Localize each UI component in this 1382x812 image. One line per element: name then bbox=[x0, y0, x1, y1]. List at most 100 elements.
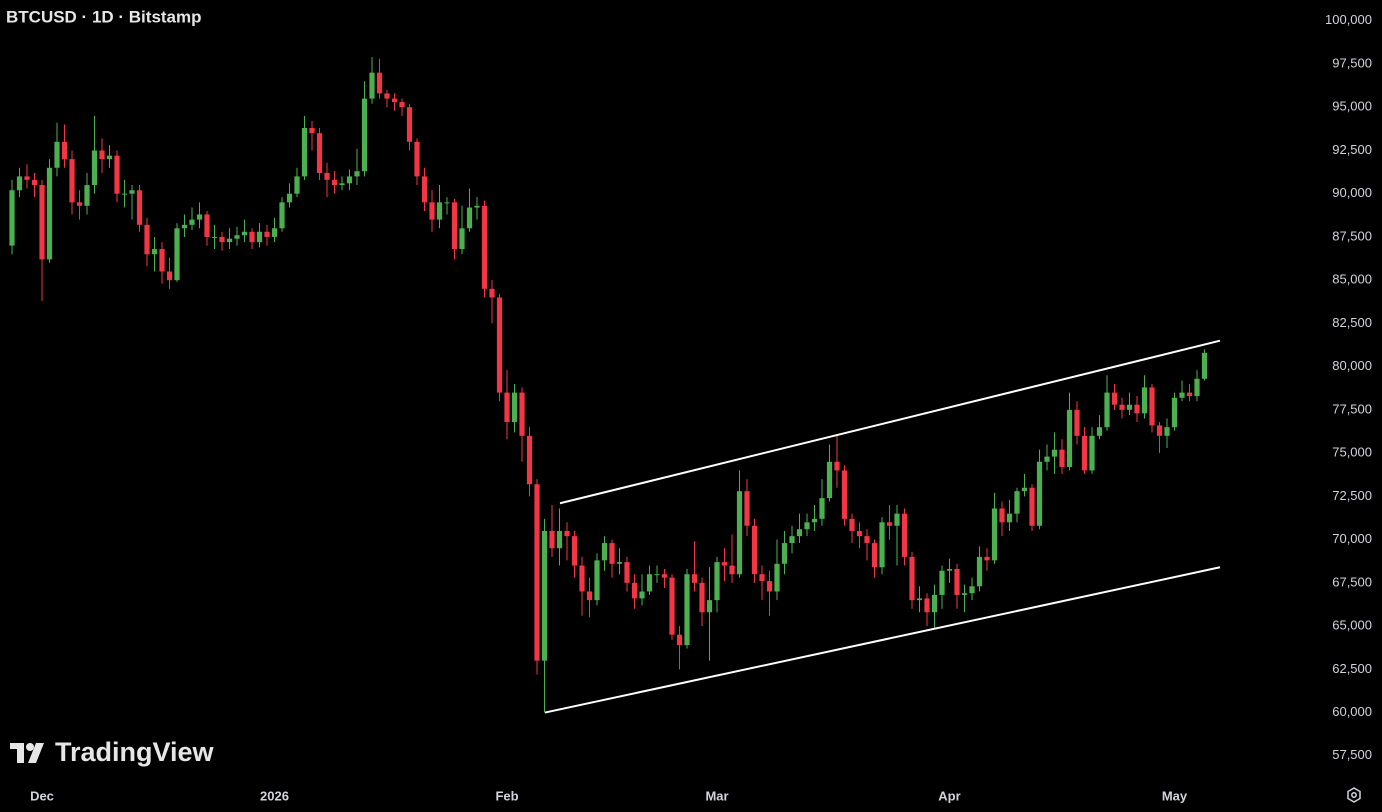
candle-body bbox=[1164, 427, 1170, 436]
candle-body bbox=[346, 176, 353, 184]
candle-body bbox=[84, 185, 90, 206]
candle-body bbox=[969, 586, 975, 594]
y-tick-label: 70,000 bbox=[1332, 531, 1372, 546]
candle-body bbox=[1134, 404, 1140, 414]
candle-body bbox=[361, 98, 368, 172]
candle-body bbox=[166, 271, 173, 281]
trend-line bbox=[544, 566, 1221, 714]
candle-body bbox=[819, 498, 825, 519]
y-tick-label: 75,000 bbox=[1332, 445, 1372, 460]
candle-body bbox=[1036, 461, 1043, 526]
candle-body bbox=[1201, 352, 1208, 379]
candle-body bbox=[676, 634, 683, 646]
candle-body bbox=[654, 574, 660, 576]
candle-body bbox=[31, 179, 38, 186]
candle-body bbox=[646, 574, 653, 592]
candle-body bbox=[136, 190, 143, 225]
candle-body bbox=[631, 582, 638, 599]
candle-body bbox=[579, 565, 585, 592]
candle-body bbox=[114, 155, 120, 194]
candle-body bbox=[729, 565, 735, 575]
candle-body bbox=[1179, 392, 1185, 398]
plot-area bbox=[9, 57, 1221, 714]
candle-body bbox=[1029, 487, 1035, 526]
y-tick-label: 92,500 bbox=[1332, 142, 1372, 157]
y-tick-label: 95,000 bbox=[1332, 99, 1372, 114]
candle-body bbox=[376, 72, 383, 94]
candle-body bbox=[1006, 513, 1013, 523]
candle-body bbox=[384, 93, 390, 99]
candle-body bbox=[271, 228, 278, 237]
candle-body bbox=[219, 236, 225, 243]
candle-body bbox=[1156, 425, 1163, 436]
candle-body bbox=[781, 543, 788, 564]
candle-body bbox=[1074, 409, 1080, 436]
candle-body bbox=[181, 224, 188, 229]
candle-body bbox=[774, 563, 780, 592]
candle-body bbox=[706, 600, 713, 613]
candle-body bbox=[901, 513, 908, 557]
candle-body bbox=[601, 543, 608, 561]
trend-line bbox=[559, 339, 1221, 505]
candle-body bbox=[91, 150, 98, 186]
candle-body bbox=[399, 102, 405, 108]
candle-body bbox=[736, 491, 743, 575]
candle-body bbox=[121, 193, 128, 195]
candle-body bbox=[234, 235, 240, 239]
candle-body bbox=[496, 297, 503, 393]
y-tick-label: 72,500 bbox=[1332, 488, 1372, 503]
candle-body bbox=[451, 202, 458, 250]
candle-body bbox=[571, 536, 578, 566]
candle-body bbox=[961, 593, 968, 595]
candle-body bbox=[639, 591, 645, 599]
y-tick-label: 57,500 bbox=[1332, 747, 1372, 762]
candle-body bbox=[556, 530, 563, 549]
candle-body bbox=[1051, 449, 1058, 457]
candle-body bbox=[984, 556, 990, 561]
candle-body bbox=[684, 574, 690, 646]
candle-body bbox=[1194, 378, 1200, 397]
candle-body bbox=[1059, 449, 1065, 467]
candle-body bbox=[894, 513, 900, 526]
candle-body bbox=[1104, 392, 1110, 428]
candle-body bbox=[549, 530, 555, 549]
y-tick-label: 100,000 bbox=[1325, 12, 1372, 27]
x-tick-label: Dec bbox=[30, 788, 54, 803]
y-tick-label: 87,500 bbox=[1332, 228, 1372, 243]
candle-body bbox=[586, 591, 593, 601]
candle-body bbox=[294, 176, 300, 194]
settings-icon[interactable] bbox=[1347, 787, 1361, 803]
candle-body bbox=[481, 205, 488, 289]
candle-body bbox=[564, 530, 570, 537]
candle-body bbox=[916, 598, 923, 601]
candle-body bbox=[939, 570, 945, 595]
candle-body bbox=[699, 582, 705, 613]
candle-body bbox=[256, 231, 263, 243]
y-tick-label: 60,000 bbox=[1332, 704, 1372, 719]
candle-body bbox=[309, 127, 315, 134]
candle-body bbox=[811, 518, 818, 523]
candle-body bbox=[504, 392, 510, 422]
candle-body bbox=[189, 219, 195, 225]
candle-body bbox=[849, 518, 855, 531]
candle-body bbox=[886, 522, 893, 526]
candle-body bbox=[436, 202, 443, 220]
candle-body bbox=[249, 231, 255, 243]
candle-body bbox=[714, 562, 720, 601]
y-tick-label: 85,000 bbox=[1332, 272, 1372, 287]
candle-body bbox=[834, 461, 840, 471]
x-tick-label: May bbox=[1162, 788, 1188, 803]
candle-body bbox=[519, 392, 525, 436]
candle-body bbox=[414, 141, 420, 177]
x-tick-label: Mar bbox=[705, 788, 728, 803]
candle-body bbox=[1089, 435, 1095, 471]
candle-body bbox=[856, 530, 863, 537]
candle-body bbox=[46, 167, 53, 260]
candle-body bbox=[421, 176, 428, 203]
y-tick-label: 62,500 bbox=[1332, 661, 1372, 676]
candle-body bbox=[406, 107, 413, 142]
y-tick-label: 67,500 bbox=[1332, 574, 1372, 589]
candle-body bbox=[541, 530, 548, 661]
candle-body bbox=[999, 508, 1005, 523]
